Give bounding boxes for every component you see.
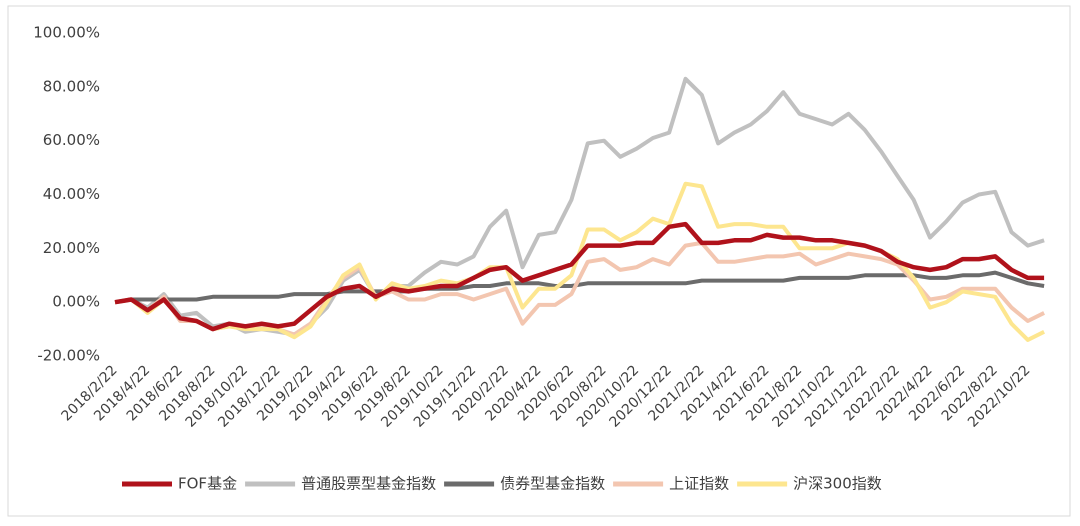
series-line: [114, 270, 1045, 305]
y-tick-label: 60.00%: [43, 131, 100, 149]
y-tick-label: -20.00%: [37, 347, 100, 365]
legend-label: 债券型基金指数: [500, 475, 605, 493]
y-tick-label: 20.00%: [43, 239, 100, 257]
legend-label: 上证指数: [669, 475, 729, 493]
legend-label: 沪深300指数: [793, 475, 882, 493]
y-tick-label: 40.00%: [43, 185, 100, 203]
legend-label: FOF基金: [178, 475, 237, 493]
chart-frame: [7, 5, 1071, 517]
series-line: [114, 221, 1045, 332]
series-line: [114, 181, 1045, 342]
y-tick-label: 100.00%: [33, 24, 100, 42]
y-tick-label: 0.00%: [52, 293, 100, 311]
legend-label: 普通股票型基金指数: [301, 475, 436, 493]
y-tick-label: 80.00%: [43, 77, 100, 95]
